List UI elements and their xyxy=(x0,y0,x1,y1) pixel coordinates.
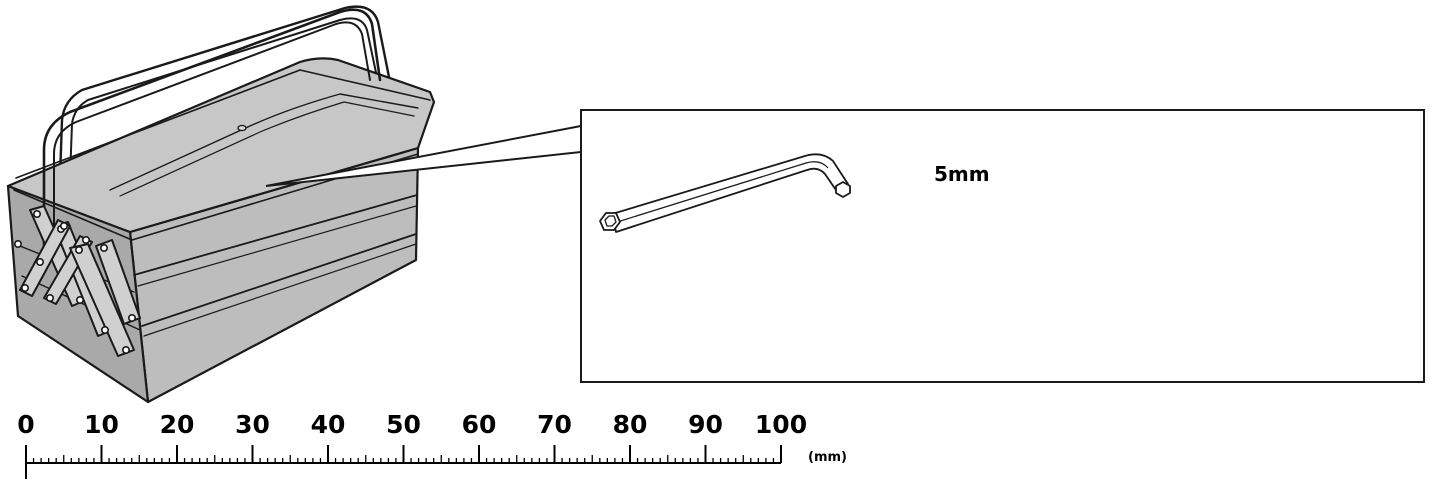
ruler-unit-label: (mm) xyxy=(808,450,847,465)
hinge-arms xyxy=(19,205,141,357)
ruler-labels: 0 10 20 30 40 50 60 70 80 90 100 xyxy=(17,410,807,439)
hinge-rivets xyxy=(14,210,137,354)
ruler-tick-label: 90 xyxy=(688,410,723,439)
ruler-ticks xyxy=(25,445,782,479)
ruler: 0 10 20 30 40 50 60 70 80 90 100 (mm) xyxy=(17,410,847,479)
toolbox-illustration xyxy=(6,5,436,404)
ruler-tick-label: 70 xyxy=(537,410,572,439)
ruler-tick-label: 60 xyxy=(462,410,497,439)
ruler-tick-label: 100 xyxy=(755,410,807,439)
ruler-tick-label: 0 xyxy=(17,410,34,439)
callout-box xyxy=(580,109,1425,383)
ruler-tick-label: 30 xyxy=(235,410,270,439)
ruler-tick-label: 80 xyxy=(613,410,648,439)
ruler-tick-label: 20 xyxy=(160,410,195,439)
hex-key-size-label: 5mm xyxy=(934,162,990,186)
callout: 5mm xyxy=(265,109,1425,383)
ruler-tick-label: 50 xyxy=(386,410,421,439)
toolbox-handle xyxy=(42,8,382,250)
ruler-tick-label: 40 xyxy=(311,410,346,439)
ruler-tick-label: 10 xyxy=(84,410,119,439)
hex-key-icon xyxy=(599,153,851,233)
